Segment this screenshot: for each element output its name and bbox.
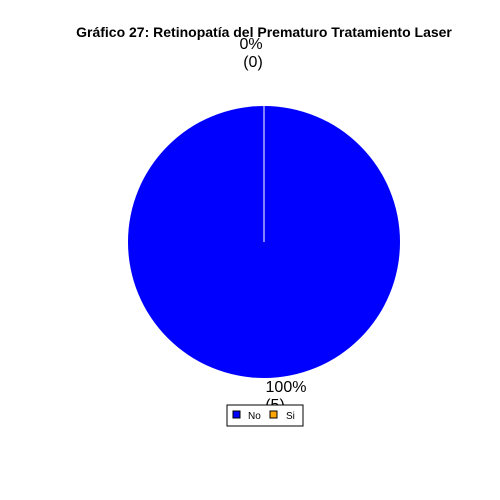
pie-slices: [128, 106, 400, 378]
legend: No Si: [226, 404, 304, 427]
slice-percent-label-si: 0%: [239, 36, 262, 53]
legend-swatch-no: [232, 410, 241, 419]
chart-title: Gráfico 27: Retinopatía del Prematuro Tr…: [76, 24, 452, 40]
slice-percent-label-no: 100%: [266, 379, 307, 396]
legend-label-si: Si: [286, 411, 295, 422]
legend-swatch-si: [269, 410, 278, 419]
slice-count-label-si: (0): [243, 54, 263, 71]
legend-box: [226, 404, 304, 427]
legend-label-no: No: [248, 411, 261, 422]
